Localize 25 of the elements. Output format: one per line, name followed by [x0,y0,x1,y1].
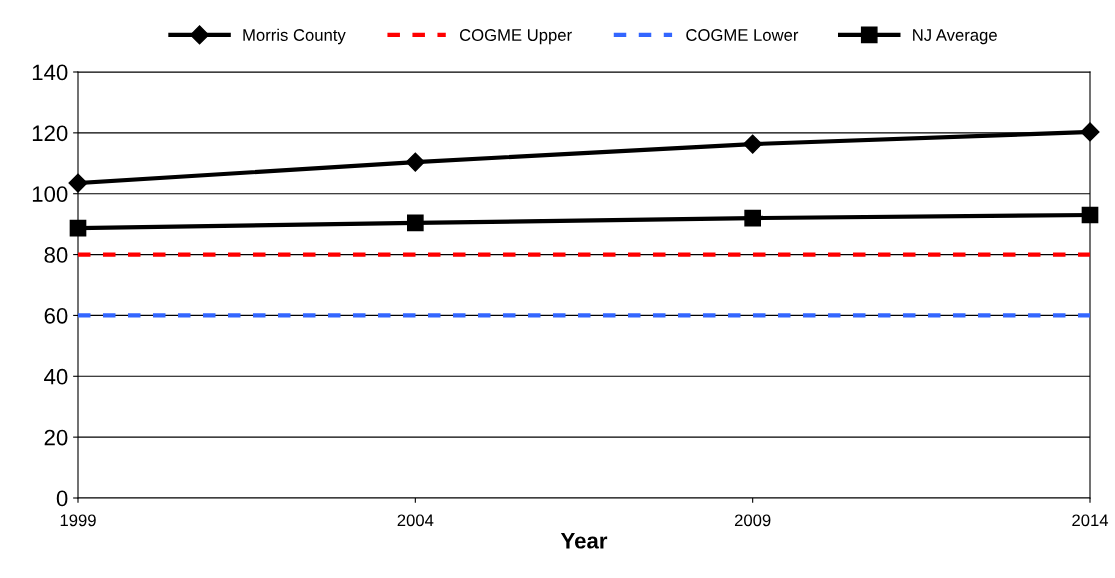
y-tick-label: 100 [32,186,68,202]
legend-label: COGME Lower [686,29,799,41]
point [406,214,424,232]
x-tick-label: 1999 [60,514,96,527]
point [69,219,87,237]
x-tick-label: 2014 [1072,514,1109,527]
point [1080,122,1100,142]
legend-label: COGME Upper [459,29,572,45]
y-tick-label: 140 [32,64,68,81]
x-tick-label: 2004 [397,514,434,527]
point [743,134,763,154]
point [68,173,88,193]
point [744,209,762,227]
y-tick-label: 80 [44,247,68,263]
y-tick-label: 60 [44,307,68,324]
legend-label: Morris County [243,28,346,45]
point [1081,206,1099,224]
point [405,152,425,172]
y-tick-label: 20 [44,429,68,446]
x-tick-label: 2009 [734,514,771,527]
y-tick-label: 0 [56,490,68,507]
y-tick-label: 40 [44,368,68,385]
y-tick-label: 120 [32,125,68,142]
x-axis-title: Year [560,533,608,549]
legend-label: NJ Average [913,29,997,45]
